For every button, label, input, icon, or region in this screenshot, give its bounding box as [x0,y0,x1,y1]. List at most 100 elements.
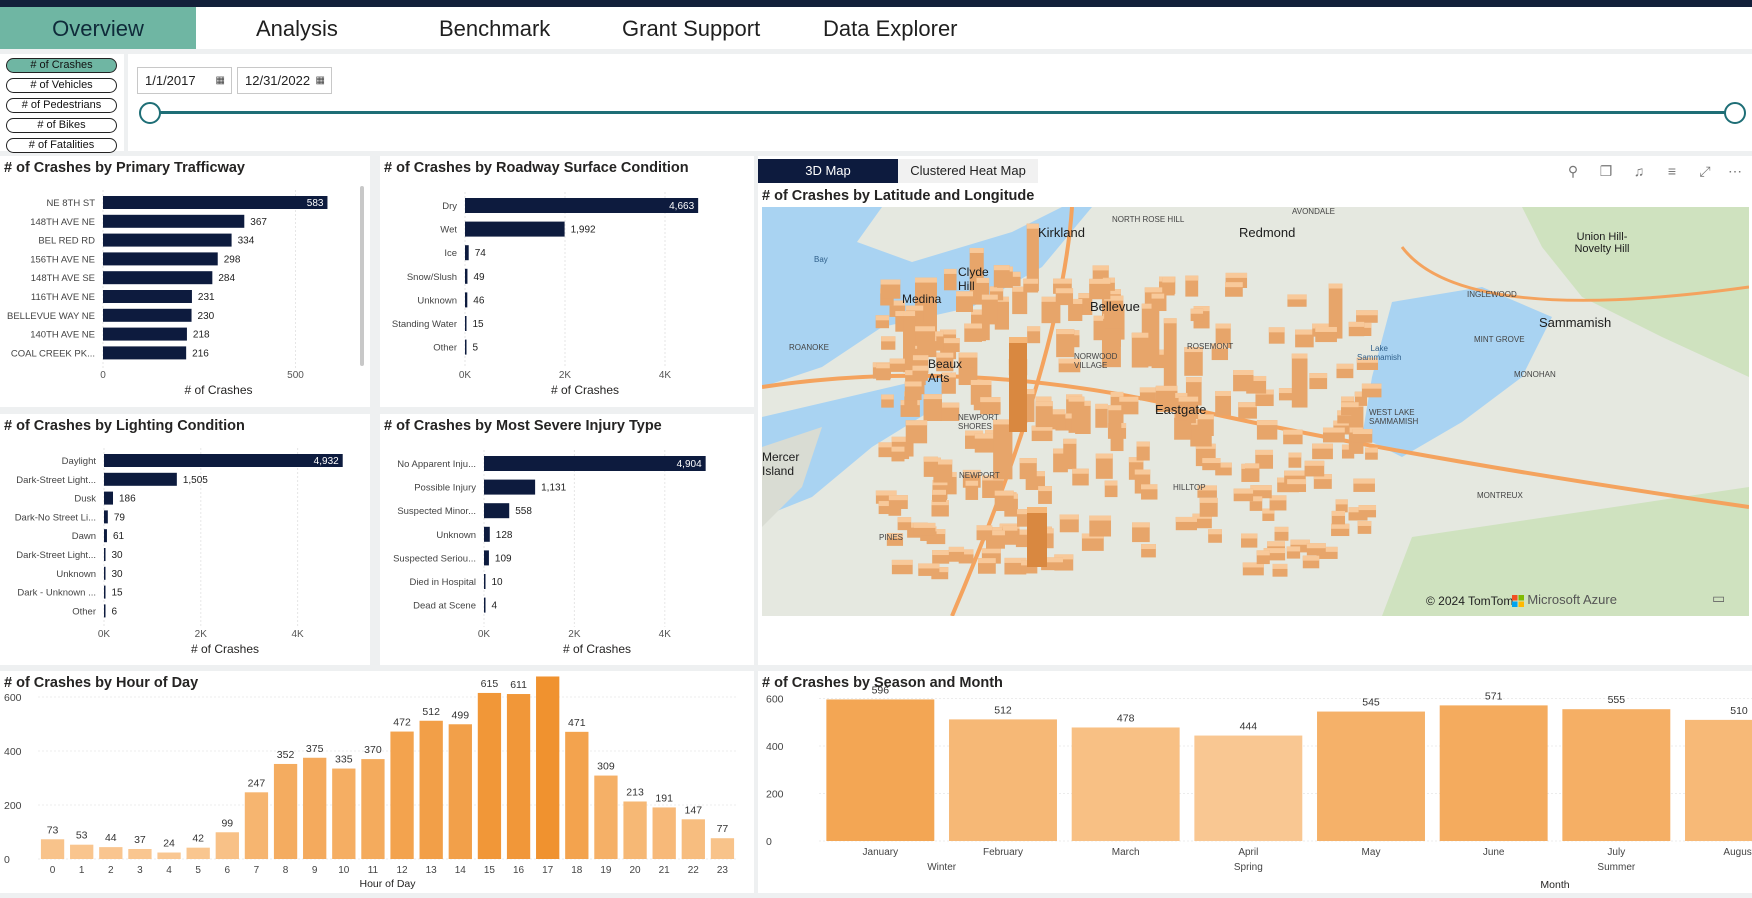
measure-bikes-button[interactable]: # of Bikes [6,118,117,133]
category-label: 19 [600,865,612,876]
vertical-scrollbar[interactable] [360,186,364,366]
bar [303,757,327,859]
bar [104,585,106,599]
top-accent-bar [0,0,1752,7]
date-range-slider[interactable] [150,111,1734,114]
crash-column-top [1002,525,1018,531]
map-label-roanoke: ROANOKE [789,343,830,352]
tab-overview[interactable]: Overview [0,7,196,49]
tab-3d-map[interactable]: 3D Map [758,159,898,183]
slider-end-handle[interactable] [1724,102,1746,124]
crash-column-top [964,323,982,329]
category-label: 4 [166,865,172,876]
chart-title: # of Crashes by Lighting Condition [4,418,245,434]
end-date-input[interactable]: 12/31/2022 ▦ [237,67,332,94]
map-label-sammamish: Sammamish [1539,315,1612,330]
data-label: 213 [626,786,644,798]
crash-column-top [974,433,995,439]
crash-column-top [1053,448,1068,454]
bar [104,529,107,543]
crash-column-top [980,397,1001,403]
data-label: 478 [1117,712,1135,724]
crash-column-top [918,563,940,569]
tab-analysis[interactable]: Analysis [256,16,338,41]
crash-column-top [976,525,993,531]
measure-pedestrians-button[interactable]: # of Pedestrians [6,98,117,113]
data-label: 6 [112,606,118,617]
category-label: 0 [50,865,56,876]
map-basemap [762,207,1749,616]
crash-column-top [1197,485,1217,491]
data-label: 334 [238,236,255,247]
crash-column-top [994,490,1014,496]
chart-title: # of Crashes by Roadway Surface Conditio… [384,160,689,176]
crash-column-top [1331,510,1346,516]
calendar-icon[interactable]: ▦ [215,75,225,86]
crash-column-top [941,372,956,378]
bar [484,503,510,519]
crash-column-top [1023,278,1039,284]
data-label: 230 [198,311,215,322]
crash-column-top [1017,509,1031,515]
category-label: No Apparent Inju... [397,459,476,470]
x-axis-label: Month [1540,879,1569,891]
crash-column-top [1026,223,1039,229]
start-date-input[interactable]: 1/1/2017 ▦ [137,67,232,94]
crash-column-top [895,311,909,317]
crash-column-top [1288,452,1302,458]
slider-start-handle[interactable] [139,102,161,124]
map-label-kirkland: Kirkland [1038,225,1085,240]
crash-column-top [1215,323,1231,329]
bar [104,510,108,524]
measure-crashes-button[interactable]: # of Crashes [6,58,117,73]
crash-column [1095,403,1108,428]
data-label: 191 [655,792,673,804]
tab-clustered-heat-map[interactable]: Clustered Heat Map [898,159,1038,183]
crash-column-top [891,446,905,452]
crash-column-top [1108,405,1122,411]
bell-icon[interactable]: ♫ [1633,163,1645,179]
crash-column-top [1058,358,1081,364]
bar [273,763,298,859]
filter-icon[interactable]: ≡ [1667,163,1677,179]
crash-column-top [1354,391,1368,397]
data-label: 284 [218,273,235,284]
measure-fatalities-button[interactable]: # of Fatalities [6,138,117,153]
y-tick-label: 200 [4,800,22,812]
measure-vehicles-button[interactable]: # of Vehicles [6,78,117,93]
x-axis-label: # of Crashes [184,383,252,397]
category-label: BEL RED RD [38,236,95,247]
pin-icon[interactable]: ⚲ [1567,163,1579,179]
crash-column-top [1056,329,1075,335]
crash-column-top [1331,523,1350,529]
crash-column-top [1233,369,1254,375]
data-label: 231 [198,292,215,303]
crash-column-top [1190,308,1204,314]
data-label: 5 [473,343,479,354]
tab-data-explorer[interactable]: Data Explorer [823,16,958,41]
crash-column-top [1274,526,1289,532]
copy-icon[interactable]: ❐ [1599,163,1613,179]
crash-column-top [1256,550,1270,556]
calendar-icon[interactable]: ▦ [315,75,325,86]
tab-benchmark[interactable]: Benchmark [439,16,551,41]
bar [484,479,536,495]
crash-column-top [904,381,922,387]
crash-column-top [1093,315,1111,321]
crash-column-top [891,559,913,565]
focus-icon[interactable]: ⤢ [1699,163,1711,179]
crash-column-top [1290,539,1310,545]
more-icon[interactable]: ⋯ [1728,163,1742,179]
map-3d-view[interactable]: Kirkland Redmond Union Hill- Novelty Hil… [762,207,1749,616]
category-label: 18 [571,865,583,876]
chart-title: # of Crashes by Primary Trafficway [4,160,245,176]
crash-column-top [1055,288,1074,294]
map-label-redmond: Redmond [1239,225,1296,240]
category-label: Other [72,606,96,617]
tab-grant-support[interactable]: Grant Support [622,16,761,41]
end-date-value: 12/31/2022 [245,73,311,88]
feedback-icon[interactable]: ▭ [1712,590,1726,606]
data-label: 186 [119,494,136,505]
crash-column-top [981,548,1001,554]
y-tick-label: 0 [4,854,10,866]
